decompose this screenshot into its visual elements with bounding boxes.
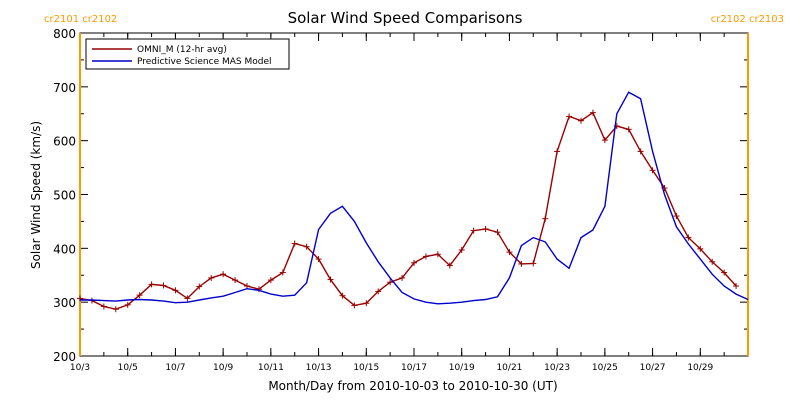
data-point-0 xyxy=(208,274,215,281)
data-point-0 xyxy=(363,300,370,307)
data-point-0 xyxy=(255,286,262,293)
plot-frame xyxy=(79,32,749,357)
data-point-0 xyxy=(542,215,549,222)
data-point-0 xyxy=(649,167,656,174)
legend-label-omni: OMNI_M (12-hr avg) xyxy=(137,45,227,55)
data-point-0 xyxy=(399,274,406,281)
legend-label-mas: Predictive Science MAS Model xyxy=(137,57,272,67)
data-point-0 xyxy=(709,258,716,265)
data-point-0 xyxy=(733,283,740,290)
data-point-0 xyxy=(148,281,155,288)
data-point-0 xyxy=(184,295,191,302)
data-point-0 xyxy=(554,148,561,155)
data-point-0 xyxy=(387,279,394,286)
x-tick-label: 10/27 xyxy=(640,363,666,373)
data-point-0 xyxy=(601,137,608,144)
data-point-0 xyxy=(625,126,632,133)
x-tick-label: 10/9 xyxy=(213,363,233,373)
y-axis-label: Solar Wind Speed (km/s) xyxy=(29,121,43,269)
data-point-0 xyxy=(315,256,322,263)
data-point-0 xyxy=(375,288,382,295)
data-point-0 xyxy=(267,277,274,284)
y-tick-label: 700 xyxy=(53,81,76,95)
data-point-0 xyxy=(697,245,704,252)
data-point-0 xyxy=(291,240,298,247)
data-point-0 xyxy=(160,282,167,289)
data-point-0 xyxy=(530,260,537,267)
axis-ticks: 200 300 400 500 600 700 800 10/3 10/5 10/7 10/9 10/… xyxy=(53,27,749,373)
x-tick-label: 10/19 xyxy=(449,363,475,373)
data-point-0 xyxy=(589,109,596,116)
data-point-0 xyxy=(721,269,728,276)
data-point-0 xyxy=(124,301,131,308)
data-point-0 xyxy=(458,246,465,253)
x-tick-label: 10/13 xyxy=(306,363,332,373)
x-tick-label: 10/21 xyxy=(496,363,522,373)
series-lines xyxy=(77,91,749,313)
data-point-0 xyxy=(100,303,107,310)
x-tick-label: 10/23 xyxy=(544,363,570,373)
data-point-0 xyxy=(232,277,239,284)
data-point-0 xyxy=(112,306,119,313)
data-point-0 xyxy=(637,148,644,155)
x-tick-label: 10/7 xyxy=(165,363,185,373)
data-point-0 xyxy=(482,225,489,232)
data-point-0 xyxy=(279,269,286,276)
data-point-0 xyxy=(136,292,143,299)
y-tick-label: 300 xyxy=(53,296,76,310)
x-axis-label: Month/Day from 2010-10-03 to 2010-10-30 … xyxy=(268,379,557,393)
legend: OMNI_M (12-hr avg) Predictive Science MA… xyxy=(85,38,290,70)
chart-title: Solar Wind Speed Comparisons xyxy=(288,9,523,27)
data-point-0 xyxy=(446,262,453,269)
data-point-0 xyxy=(566,113,573,120)
y-tick-label: 500 xyxy=(53,189,76,203)
legend-box xyxy=(85,38,290,70)
carrington-markers: cr2101 cr2102 cr2102 cr2103 xyxy=(44,14,784,356)
carrington-label: cr2101 cr2102 xyxy=(44,14,117,25)
y-tick-label: 200 xyxy=(53,350,76,364)
data-point-0 xyxy=(327,276,334,283)
data-point-0 xyxy=(196,283,203,290)
data-point-0 xyxy=(494,229,501,236)
y-tick-label: 400 xyxy=(53,242,76,256)
data-point-0 xyxy=(303,243,310,250)
x-tick-label: 10/3 xyxy=(70,363,90,373)
data-point-0 xyxy=(434,251,441,258)
y-tick-label: 800 xyxy=(53,27,76,41)
x-tick-label: 10/5 xyxy=(118,363,138,373)
series-line-0 xyxy=(79,111,737,310)
data-point-0 xyxy=(220,271,227,278)
data-point-0 xyxy=(470,227,477,234)
carrington-label: cr2102 cr2103 xyxy=(711,14,784,25)
x-tick-label: 10/29 xyxy=(687,363,713,373)
data-point-0 xyxy=(506,249,513,256)
x-tick-label: 10/25 xyxy=(592,363,618,373)
series-line-1 xyxy=(80,91,749,305)
data-point-0 xyxy=(578,117,584,124)
data-point-0 xyxy=(673,213,680,220)
x-tick-label: 10/15 xyxy=(353,363,379,373)
data-point-0 xyxy=(351,302,358,309)
data-point-0 xyxy=(685,234,692,241)
x-tick-label: 10/17 xyxy=(401,363,427,373)
data-point-0 xyxy=(411,259,417,266)
data-point-0 xyxy=(339,292,346,299)
y-tick-label: 600 xyxy=(53,135,76,149)
data-point-0 xyxy=(518,260,525,267)
x-tick-label: 10/11 xyxy=(258,363,284,373)
data-point-0 xyxy=(172,287,179,294)
data-point-0 xyxy=(422,253,429,260)
